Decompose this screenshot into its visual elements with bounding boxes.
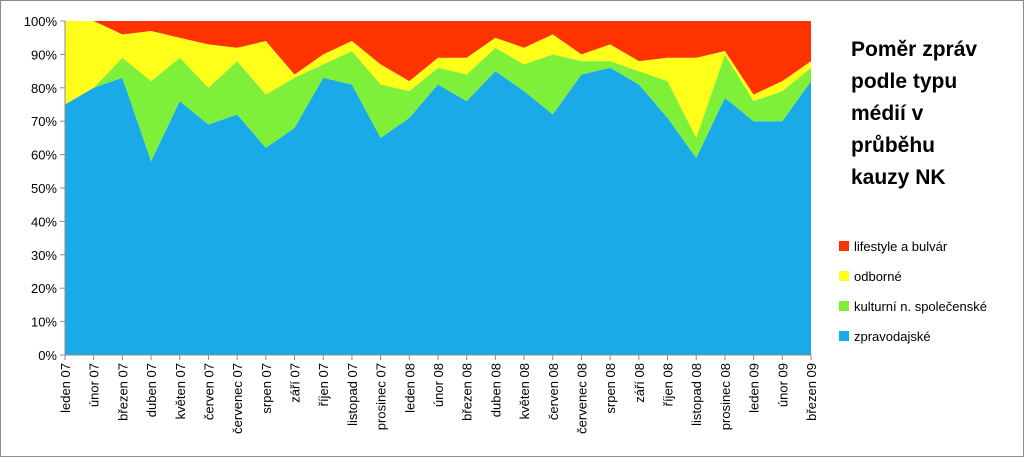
legend-label: kulturní n. společenské [854,299,987,314]
x-tick-label: květen 07 [173,363,188,419]
chart-title: Poměr zpráv podle typu médií v průběhu kauzy… [851,38,977,189]
legend-swatch [839,331,849,341]
x-tick-label: březen 07 [115,363,130,421]
chart-title-line: průběhu [851,134,935,157]
area-series-3 [65,21,811,95]
x-tick-label: leden 09 [747,363,762,413]
x-tick-label: září 07 [288,363,303,403]
legend-swatch [839,301,849,311]
x-tick-label: prosinec 07 [374,363,389,430]
legend-label: odborné [854,269,902,284]
y-tick-label: 20% [31,281,57,296]
chart-title-line: kauzy NK [851,166,946,189]
x-tick-label: únor 09 [775,363,790,407]
series-areas [65,21,811,355]
chart-title-line: médií v [851,102,924,125]
x-tick-label: červen 08 [546,363,561,420]
y-tick-label: 100% [24,14,58,29]
x-tick-label: leden 07 [58,363,73,413]
y-tick-label: 0% [38,348,57,363]
x-tick-label: červen 07 [201,363,216,420]
legend: lifestyle a bulvár odborné kulturní n. spo… [839,239,987,344]
x-tick-label: listopad 07 [345,363,360,426]
y-tick-label: 50% [31,181,57,196]
y-tick-label: 30% [31,248,57,263]
area-series-2 [65,21,811,138]
chart-title-line: Poměr zpráv [851,38,977,61]
area-series-1 [65,47,811,162]
x-tick-label: květen 08 [517,363,532,419]
x-tick-label: srpen 07 [259,363,274,414]
y-axis-ticks: 0% 10% 20% 30% 40% 50% 60% 70% 80% 90% 100% [24,14,65,363]
x-tick-label: leden 08 [402,363,417,413]
area-series-0 [65,67,811,355]
x-tick-label: červenec 07 [230,363,245,434]
x-tick-label: srpen 08 [603,363,618,414]
x-tick-label: říjen 08 [661,363,676,406]
x-tick-label: březen 08 [460,363,475,421]
y-tick-label: 70% [31,114,57,129]
y-tick-label: 40% [31,214,57,229]
x-tick-label: březen 09 [804,363,819,421]
x-axis-ticks: leden 07 únor 07 březen 07 duben 07 květen 0… [58,355,819,434]
legend-label: zpravodajské [854,329,931,344]
x-tick-label: červenec 08 [574,363,589,434]
legend-swatch [839,271,849,281]
x-tick-label: listopad 08 [689,363,704,426]
legend-swatch [839,241,849,251]
y-tick-label: 80% [31,81,57,96]
y-tick-label: 10% [31,315,57,330]
x-tick-label: říjen 07 [316,363,331,406]
x-tick-label: duben 08 [488,363,503,417]
x-tick-label: září 08 [632,363,647,403]
x-tick-label: prosinec 08 [718,363,733,430]
x-tick-label: únor 08 [431,363,446,407]
legend-label: lifestyle a bulvár [854,239,948,254]
y-tick-label: 60% [31,148,57,163]
y-tick-label: 90% [31,47,57,62]
chart-title-line: podle typu [851,70,957,93]
x-tick-label: duben 07 [144,363,159,417]
x-tick-label: únor 07 [87,363,102,407]
